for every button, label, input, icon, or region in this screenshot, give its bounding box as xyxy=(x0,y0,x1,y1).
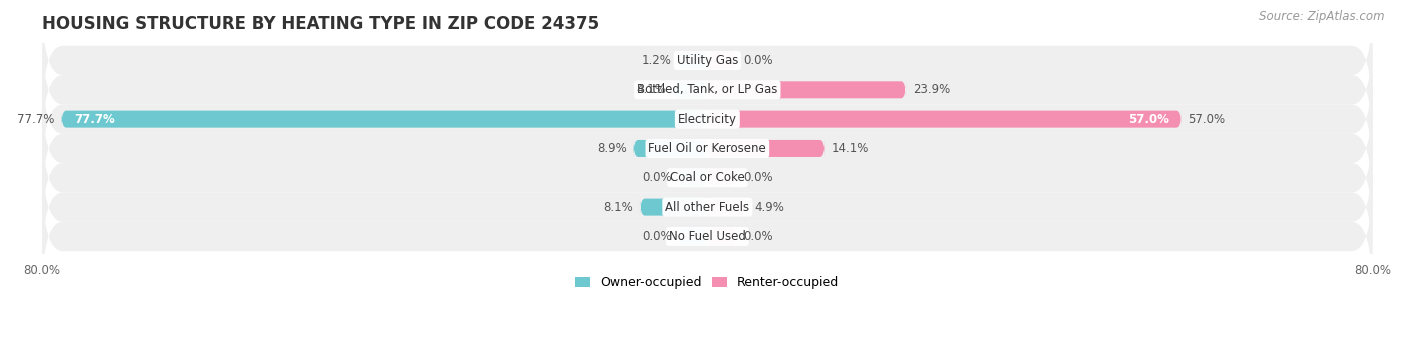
FancyBboxPatch shape xyxy=(42,90,1372,207)
Text: HOUSING STRUCTURE BY HEATING TYPE IN ZIP CODE 24375: HOUSING STRUCTURE BY HEATING TYPE IN ZIP… xyxy=(42,15,599,33)
Text: 57.0%: 57.0% xyxy=(1188,113,1225,125)
Text: Electricity: Electricity xyxy=(678,113,737,125)
FancyBboxPatch shape xyxy=(42,148,1372,266)
FancyBboxPatch shape xyxy=(678,51,707,70)
FancyBboxPatch shape xyxy=(707,227,737,246)
Text: 77.7%: 77.7% xyxy=(73,113,114,125)
FancyBboxPatch shape xyxy=(707,169,737,187)
Text: Utility Gas: Utility Gas xyxy=(676,54,738,67)
FancyBboxPatch shape xyxy=(678,169,707,187)
Text: Source: ZipAtlas.com: Source: ZipAtlas.com xyxy=(1260,10,1385,23)
Text: 8.9%: 8.9% xyxy=(598,142,627,155)
FancyBboxPatch shape xyxy=(707,51,737,70)
Text: All other Fuels: All other Fuels xyxy=(665,201,749,213)
Text: 0.0%: 0.0% xyxy=(744,171,773,184)
Text: 4.9%: 4.9% xyxy=(755,201,785,213)
Text: 57.0%: 57.0% xyxy=(1128,113,1168,125)
FancyBboxPatch shape xyxy=(42,60,1372,178)
Text: No Fuel Used: No Fuel Used xyxy=(669,230,745,243)
Text: 0.0%: 0.0% xyxy=(643,171,672,184)
FancyBboxPatch shape xyxy=(678,227,707,246)
FancyBboxPatch shape xyxy=(633,139,707,158)
Text: 1.2%: 1.2% xyxy=(641,54,672,67)
FancyBboxPatch shape xyxy=(707,81,905,99)
FancyBboxPatch shape xyxy=(707,110,1181,128)
Text: 14.1%: 14.1% xyxy=(831,142,869,155)
FancyBboxPatch shape xyxy=(42,178,1372,295)
Text: 0.0%: 0.0% xyxy=(643,230,672,243)
Text: 4.1%: 4.1% xyxy=(637,83,666,96)
Text: Coal or Coke: Coal or Coke xyxy=(669,171,745,184)
FancyBboxPatch shape xyxy=(673,81,707,99)
FancyBboxPatch shape xyxy=(42,31,1372,148)
FancyBboxPatch shape xyxy=(640,198,707,216)
Text: 0.0%: 0.0% xyxy=(744,54,773,67)
FancyBboxPatch shape xyxy=(42,119,1372,236)
FancyBboxPatch shape xyxy=(62,110,707,128)
Text: Fuel Oil or Kerosene: Fuel Oil or Kerosene xyxy=(648,142,766,155)
Text: 0.0%: 0.0% xyxy=(744,230,773,243)
Legend: Owner-occupied, Renter-occupied: Owner-occupied, Renter-occupied xyxy=(571,271,844,294)
FancyBboxPatch shape xyxy=(707,198,748,216)
Text: 23.9%: 23.9% xyxy=(912,83,950,96)
Text: 8.1%: 8.1% xyxy=(603,201,633,213)
Text: 77.7%: 77.7% xyxy=(17,113,55,125)
FancyBboxPatch shape xyxy=(42,2,1372,119)
Text: Bottled, Tank, or LP Gas: Bottled, Tank, or LP Gas xyxy=(637,83,778,96)
FancyBboxPatch shape xyxy=(707,139,824,158)
